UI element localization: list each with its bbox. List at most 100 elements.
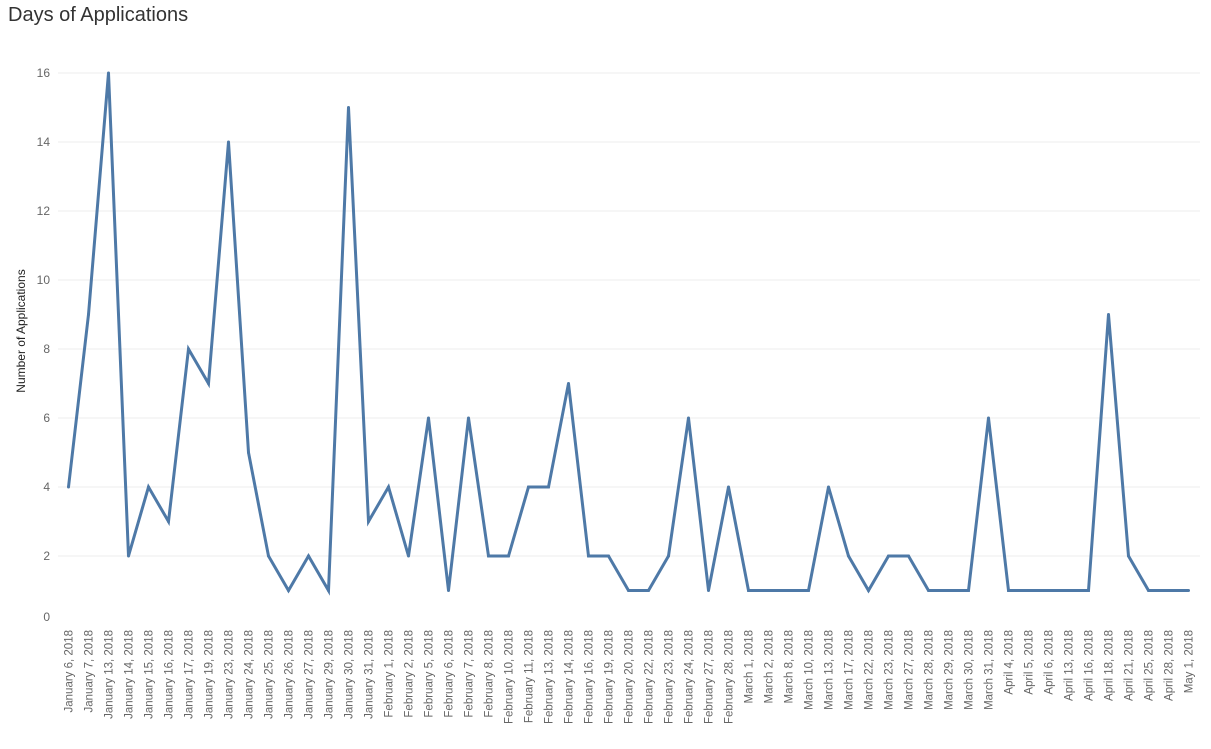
x-tick-label: April 18, 2018 — [1104, 630, 1116, 701]
chart-title: Days of Applications — [8, 4, 189, 26]
x-tick-label: May 1, 2018 — [1184, 630, 1196, 693]
y-tick-label: 10 — [37, 273, 51, 287]
data-point — [867, 589, 870, 592]
data-point — [87, 313, 90, 316]
data-point — [147, 485, 150, 489]
x-tick-label: February 6, 2018 — [444, 630, 456, 718]
data-point — [1127, 554, 1130, 558]
x-tick-label: February 11, 2018 — [524, 630, 536, 723]
data-point — [747, 589, 750, 592]
data-point — [1047, 589, 1050, 592]
data-point — [207, 382, 210, 385]
x-tick-label: April 16, 2018 — [1084, 630, 1096, 701]
data-point — [567, 382, 570, 385]
x-tick-label: January 25, 2018 — [264, 630, 276, 719]
data-point — [487, 554, 490, 558]
x-tick-label: January 13, 2018 — [104, 630, 116, 719]
data-point — [1087, 589, 1090, 592]
x-tick-label: January 14, 2018 — [124, 630, 136, 719]
x-tick-label: April 21, 2018 — [1124, 630, 1136, 701]
data-point — [1027, 589, 1030, 592]
x-tick-label: February 7, 2018 — [464, 630, 476, 718]
data-point — [167, 520, 170, 523]
y-tick-label: 2 — [43, 549, 50, 563]
x-tick-label: February 8, 2018 — [484, 630, 496, 718]
y-tick-label: 14 — [37, 135, 51, 149]
y-axis-ticks: 0 2 4 6 8 10 12 14 16 — [37, 66, 51, 624]
x-tick-label: February 1, 2018 — [384, 630, 396, 718]
x-tick-label: January 29, 2018 — [324, 630, 336, 719]
series-line-group — [67, 71, 1190, 596]
data-point — [527, 485, 530, 489]
x-tick-label: March 8, 2018 — [784, 630, 796, 704]
x-tick-label: March 30, 2018 — [964, 630, 976, 710]
x-tick-label: January 27, 2018 — [304, 630, 316, 719]
x-tick-label: February 20, 2018 — [624, 630, 636, 724]
x-tick-label: April 6, 2018 — [1044, 630, 1056, 695]
data-point — [947, 589, 950, 592]
x-tick-label: February 2, 2018 — [404, 630, 416, 718]
data-point — [267, 554, 270, 558]
data-point — [587, 554, 590, 558]
x-axis-ticks: January 6, 2018 January 7, 2018 January 13… — [64, 630, 1196, 724]
x-tick-label: April 13, 2018 — [1064, 630, 1076, 701]
x-tick-label: January 6, 2018 — [64, 630, 76, 712]
x-tick-label: February 13, 2018 — [544, 630, 556, 724]
data-point — [727, 485, 730, 489]
data-point — [987, 416, 990, 420]
series-line — [67, 72, 1189, 596]
data-point — [1067, 589, 1070, 592]
x-tick-label: February 23, 2018 — [664, 630, 676, 724]
data-point — [307, 554, 310, 558]
data-point — [407, 554, 410, 558]
data-point — [647, 589, 650, 592]
data-point — [547, 485, 550, 489]
x-tick-label: March 28, 2018 — [924, 630, 936, 710]
x-tick-label: January 30, 2018 — [344, 630, 356, 719]
data-point — [107, 71, 110, 75]
x-tick-label: April 4, 2018 — [1004, 630, 1016, 695]
x-tick-label: January 17, 2018 — [184, 630, 196, 719]
data-point — [1007, 589, 1010, 592]
data-point — [67, 485, 70, 489]
y-tick-label: 12 — [37, 204, 51, 218]
data-point — [627, 589, 630, 592]
data-point — [607, 554, 610, 558]
data-point — [467, 416, 470, 420]
data-point — [1147, 589, 1150, 592]
x-tick-label: March 31, 2018 — [984, 630, 996, 710]
data-point — [687, 416, 690, 420]
y-tick-label: 16 — [37, 66, 51, 80]
data-point — [667, 554, 670, 558]
data-point — [767, 589, 770, 592]
data-point — [367, 520, 370, 523]
x-tick-label: March 17, 2018 — [844, 630, 856, 710]
x-tick-label: April 5, 2018 — [1024, 630, 1036, 695]
data-point — [247, 451, 250, 454]
x-tick-label: January 19, 2018 — [204, 630, 216, 719]
data-point — [787, 589, 790, 592]
x-tick-label: February 22, 2018 — [644, 630, 656, 724]
x-tick-label: March 1, 2018 — [744, 630, 756, 704]
data-point — [127, 554, 130, 558]
x-tick-label: March 29, 2018 — [944, 630, 956, 710]
x-tick-label: March 10, 2018 — [804, 630, 816, 710]
x-tick-label: January 26, 2018 — [284, 630, 296, 719]
x-tick-label: February 14, 2018 — [564, 630, 576, 724]
y-tick-label: 6 — [43, 411, 50, 425]
data-point — [1187, 589, 1190, 592]
data-point — [707, 589, 710, 592]
data-point — [927, 589, 930, 592]
x-tick-label: January 24, 2018 — [244, 630, 256, 719]
x-tick-label: February 24, 2018 — [684, 630, 696, 724]
x-tick-label: March 27, 2018 — [904, 630, 916, 710]
data-point — [347, 106, 350, 109]
data-point — [507, 554, 510, 558]
x-tick-label: February 5, 2018 — [424, 630, 436, 718]
data-point — [227, 140, 230, 144]
data-point — [907, 554, 910, 558]
data-point — [827, 485, 830, 489]
x-tick-label: February 19, 2018 — [604, 630, 616, 724]
data-point — [1167, 589, 1170, 592]
